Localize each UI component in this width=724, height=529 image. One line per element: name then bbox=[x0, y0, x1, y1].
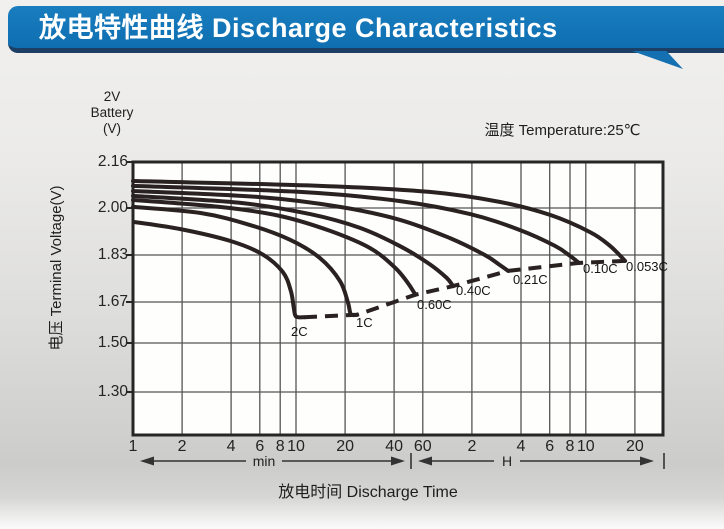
x-tick-label: 6 bbox=[545, 438, 555, 455]
cutoff-dashed-line bbox=[303, 258, 626, 320]
curve-0.053C bbox=[131, 179, 628, 263]
x-tick-label: 10 bbox=[287, 438, 305, 455]
curve-label-1c: 1C bbox=[356, 315, 373, 330]
unit-label-hours: H bbox=[501, 453, 513, 469]
x-tick-label: 4 bbox=[516, 438, 526, 455]
battery-type-line: 2V bbox=[103, 89, 121, 104]
x-tick-label: 6 bbox=[255, 438, 265, 455]
curve-label-2c: 2C bbox=[291, 324, 308, 339]
battery-type-line: Battery bbox=[90, 105, 134, 120]
curve-label-010c: 0.10C bbox=[583, 261, 618, 276]
x-tick-label: 60 bbox=[413, 438, 432, 455]
x-tick-label: 20 bbox=[625, 438, 644, 455]
y-tick-label: 2.00 bbox=[97, 199, 128, 216]
y-tick-label: 1.67 bbox=[97, 293, 128, 310]
title-banner: 放电特性曲线 Discharge Characteristics bbox=[8, 6, 724, 53]
x-tick-label: 10 bbox=[576, 438, 595, 455]
x-tick-label: 2 bbox=[177, 438, 187, 455]
unit-label-min: min bbox=[252, 453, 276, 469]
curve-label-0053c: 0.053C bbox=[626, 259, 668, 274]
battery-type-label: 2V Battery (V) bbox=[78, 89, 146, 137]
y-tick-label: 2.16 bbox=[97, 153, 128, 170]
x-tick-label: 40 bbox=[385, 438, 403, 455]
curve-0.60C bbox=[131, 198, 418, 297]
curve-label-021c: 0.21C bbox=[513, 272, 548, 287]
y-tick-label: 1.83 bbox=[97, 246, 128, 263]
curve-1C bbox=[131, 204, 360, 318]
x-tick-label: 4 bbox=[226, 438, 236, 455]
curve-0.21C bbox=[131, 189, 511, 273]
y-tick-label: 1.30 bbox=[97, 383, 128, 400]
curve-2C bbox=[133, 220, 306, 320]
x-tick-label: 20 bbox=[336, 438, 354, 455]
x-tick-label: 1 bbox=[128, 438, 138, 455]
x-axis-title: 放电时间 Discharge Time bbox=[278, 484, 458, 501]
x-tick-label: 8 bbox=[565, 438, 575, 455]
temperature-label: 温度 Temperature:25℃ bbox=[484, 122, 641, 139]
battery-type-line: (V) bbox=[103, 121, 121, 136]
x-tick-label: 8 bbox=[275, 438, 285, 455]
curve-label-040c: 0.40C bbox=[456, 283, 491, 298]
curve-0.40C bbox=[131, 193, 456, 289]
y-tick-label: 1.50 bbox=[97, 334, 128, 351]
page-title: 放电特性曲线 Discharge Characteristics bbox=[39, 13, 558, 43]
curve-label-060c: 0.60C bbox=[417, 297, 452, 312]
x-tick-label: 2 bbox=[467, 438, 477, 455]
curve-0.10C bbox=[131, 183, 581, 265]
